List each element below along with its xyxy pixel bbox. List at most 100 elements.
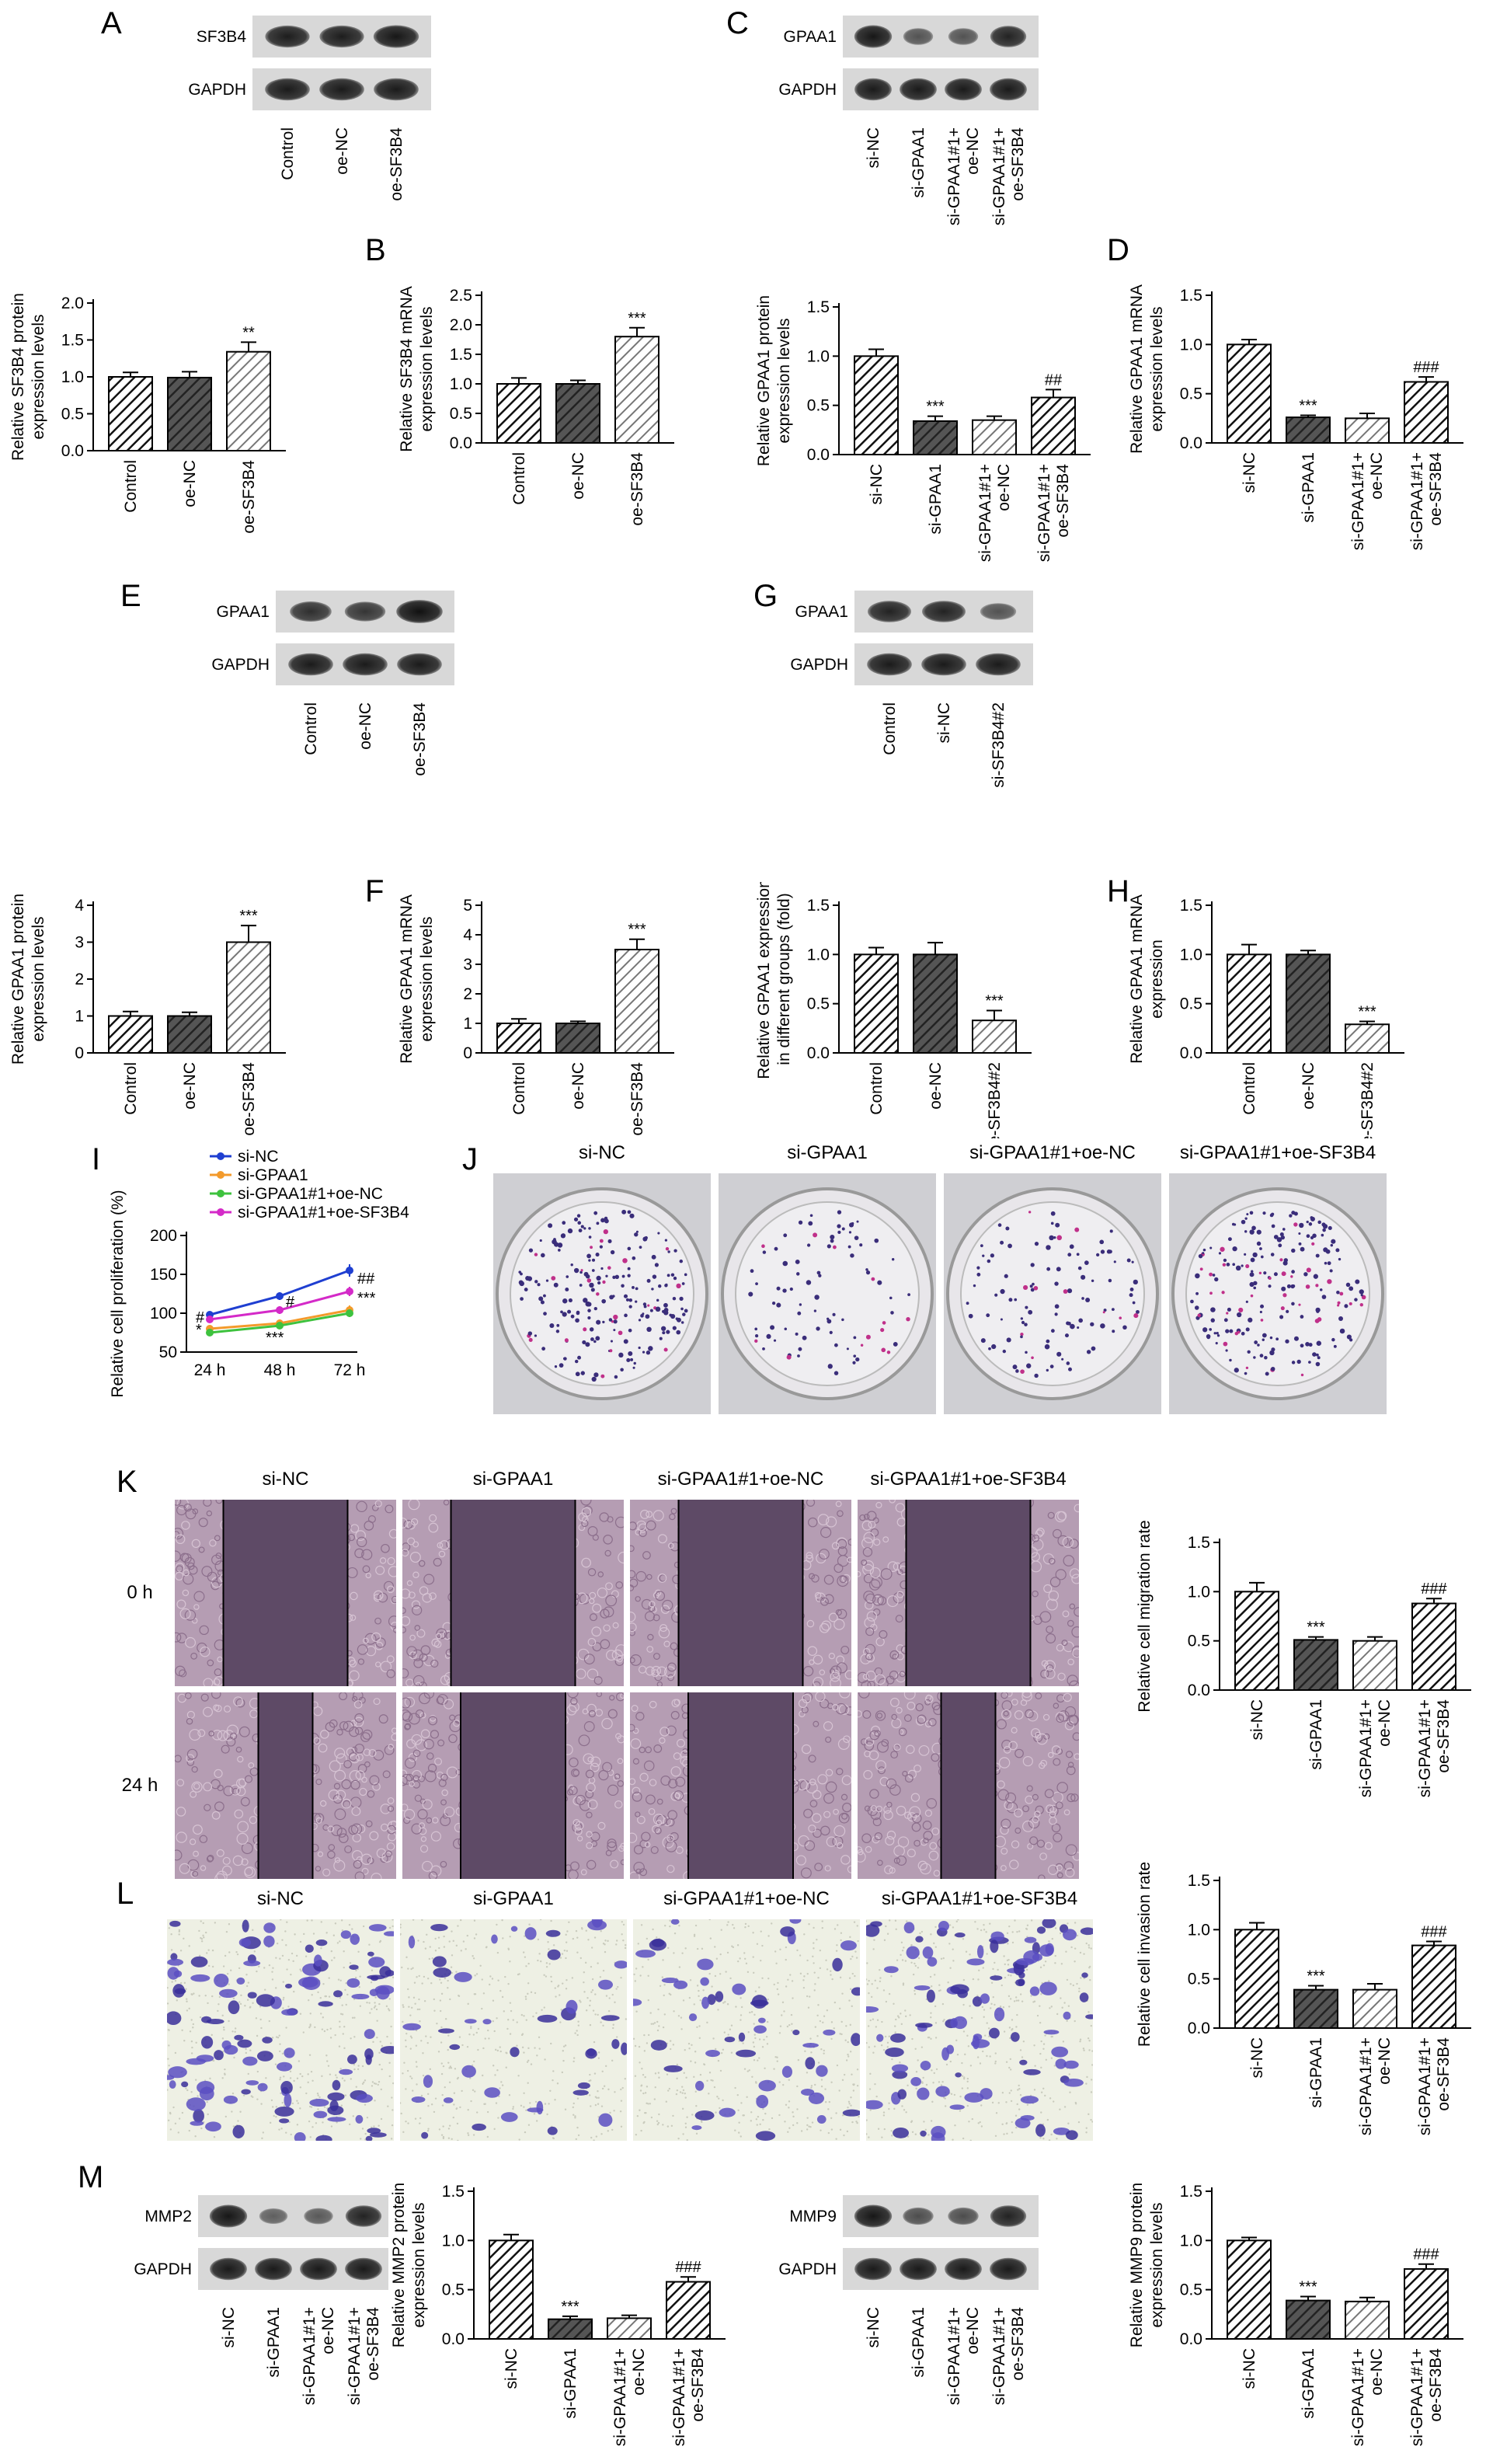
bar xyxy=(1404,381,1449,444)
x-tick-label: oe-NC xyxy=(1368,2348,1386,2396)
pore xyxy=(740,2102,743,2104)
cell-texture xyxy=(175,1563,185,1572)
pore xyxy=(252,2002,254,2004)
cell-texture xyxy=(649,1779,657,1786)
invaded-cell xyxy=(173,1970,183,1978)
wound-gap xyxy=(258,1692,313,1879)
cell-texture xyxy=(387,1805,395,1812)
wound-time-label: 0 h xyxy=(127,1582,153,1603)
colony-dot xyxy=(642,1350,646,1354)
pore xyxy=(311,1919,313,1922)
colony-dot xyxy=(585,1274,590,1279)
bar xyxy=(913,420,958,455)
cell-texture xyxy=(355,1770,365,1780)
y-tick-label: 0.0 xyxy=(1180,2330,1202,2348)
pore xyxy=(379,2041,381,2043)
colony-dot xyxy=(609,1295,614,1300)
cell-texture xyxy=(353,1716,364,1727)
colony-dot xyxy=(1100,1323,1105,1329)
cell-texture xyxy=(348,1824,359,1835)
colony-dot xyxy=(596,1292,600,1296)
cell-texture xyxy=(386,1842,395,1851)
colony-dot xyxy=(770,1325,775,1330)
pore xyxy=(374,2005,377,2007)
pore xyxy=(245,1985,249,1988)
pore xyxy=(499,2050,502,2053)
y-tick-label: 3 xyxy=(75,934,84,952)
pore xyxy=(271,2106,274,2108)
colony-dot xyxy=(1260,1319,1264,1322)
invaded-cell xyxy=(206,2019,224,2025)
cell-texture xyxy=(570,1697,578,1706)
cell-texture xyxy=(1046,1664,1054,1672)
pore xyxy=(527,2059,530,2062)
pore xyxy=(355,1969,357,1972)
colony-dot xyxy=(588,1235,592,1239)
pore xyxy=(499,2087,501,2089)
pore xyxy=(715,1957,719,1960)
x-tick-label: oe-SF3B4 xyxy=(628,1062,646,1136)
colony-dot xyxy=(543,1312,547,1316)
pore xyxy=(512,2019,514,2021)
colony-dot xyxy=(1133,1313,1139,1319)
pore xyxy=(183,2040,186,2042)
pore xyxy=(186,1998,188,2000)
blot-band xyxy=(990,2205,1027,2227)
pore xyxy=(736,1960,740,1963)
colony-dot xyxy=(1053,1235,1056,1239)
pore xyxy=(412,2089,414,2092)
colony-dot xyxy=(848,1231,852,1234)
cell-texture xyxy=(917,1860,928,1871)
blot-band xyxy=(980,603,1017,620)
colony-dot xyxy=(1327,1279,1332,1284)
cell-texture xyxy=(903,1692,916,1700)
cell-texture xyxy=(917,1714,927,1724)
pore xyxy=(496,1923,498,1926)
cell-texture xyxy=(641,1598,653,1610)
pore xyxy=(523,2092,525,2094)
pore xyxy=(640,2084,643,2086)
cell-texture xyxy=(802,1692,813,1702)
pore xyxy=(614,2001,616,2004)
pore xyxy=(527,1982,530,1985)
invaded-cell xyxy=(241,2089,251,2095)
cell-texture xyxy=(341,1779,352,1790)
invaded-cell xyxy=(350,1933,360,1945)
cell-texture xyxy=(402,1773,412,1785)
colony-dot xyxy=(1346,1334,1352,1340)
cell-texture xyxy=(175,1665,186,1677)
y-tick-label: 1 xyxy=(75,1008,84,1026)
pore xyxy=(562,1982,564,1985)
cell-texture xyxy=(183,1503,192,1512)
cell-texture xyxy=(806,1781,818,1794)
colony-dot xyxy=(1215,1342,1218,1345)
colony-dot xyxy=(1195,1291,1199,1295)
pore xyxy=(634,2044,637,2048)
y-axis-label: Relative GPAA1 expression xyxy=(755,882,773,1079)
colony-dot xyxy=(599,1239,604,1243)
pore xyxy=(322,2121,324,2124)
colony-dot xyxy=(570,1314,575,1319)
colony-dot xyxy=(1244,1253,1247,1256)
pore xyxy=(810,2086,813,2089)
pore xyxy=(418,1974,420,1978)
pore xyxy=(855,2121,858,2123)
cell-texture xyxy=(1042,1713,1050,1721)
cell-texture xyxy=(586,1668,599,1680)
pore xyxy=(414,2117,417,2120)
y-tick-label: 1.5 xyxy=(807,897,830,915)
pore xyxy=(554,1987,556,1989)
pore xyxy=(723,2031,726,2034)
cell-texture xyxy=(1055,1569,1067,1581)
cell-texture xyxy=(217,1730,228,1741)
cell-texture xyxy=(373,1594,382,1602)
pore xyxy=(228,1923,231,1926)
y-tick-label: 2 xyxy=(75,971,84,988)
pore xyxy=(200,1920,202,1922)
pore xyxy=(297,2102,300,2104)
wound-panel-k: si-NC si-GPAA1 si-GPAA1#1+oe-NC si-GPAA1#1+… xyxy=(117,1469,1111,1879)
pore xyxy=(377,2083,379,2086)
cell-texture xyxy=(996,1719,1007,1730)
cell-texture xyxy=(1068,1714,1079,1725)
colony-dot xyxy=(1349,1286,1354,1291)
